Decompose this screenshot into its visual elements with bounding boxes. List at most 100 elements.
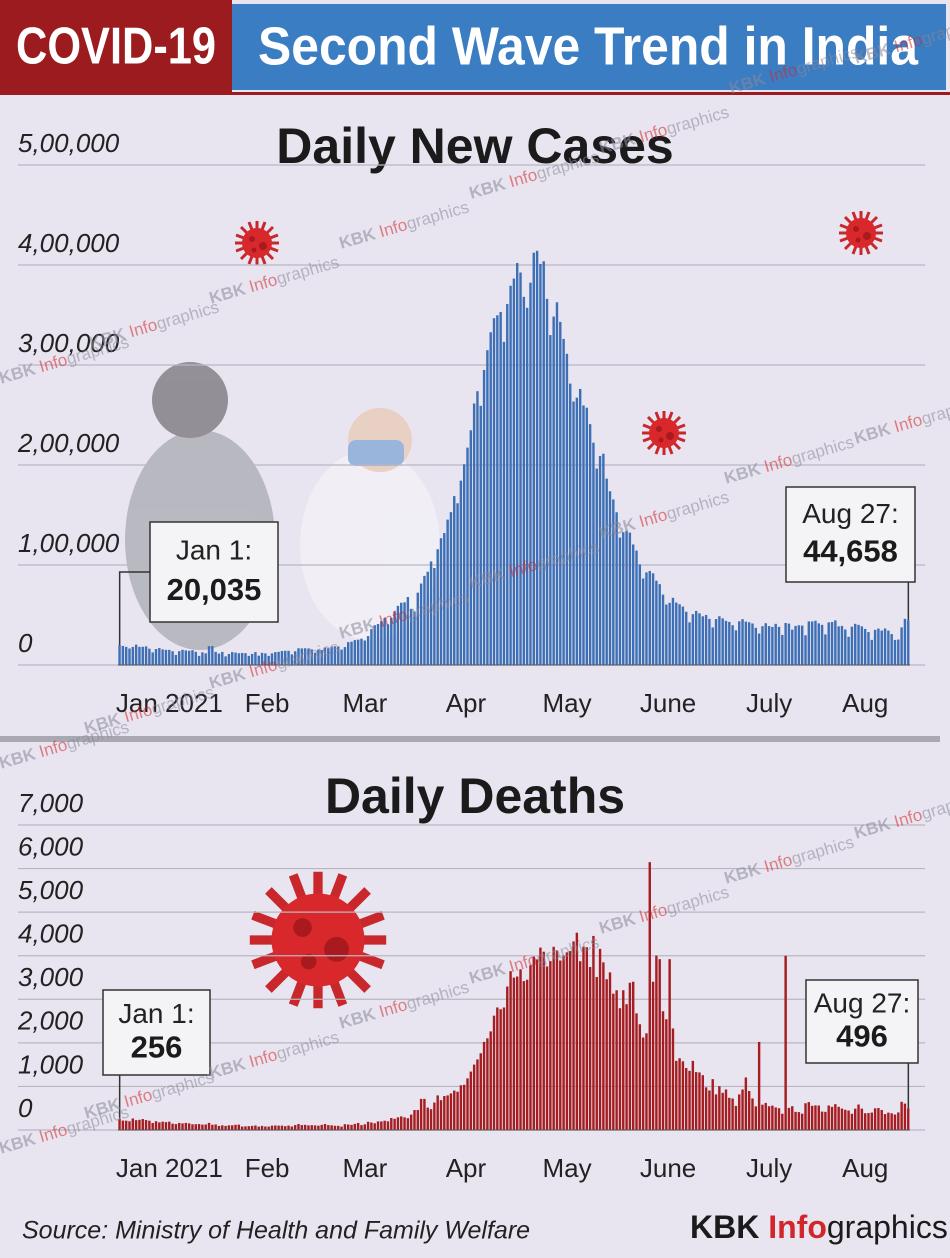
bar (207, 646, 211, 665)
bar (240, 1126, 244, 1130)
bar (284, 1126, 287, 1130)
bar (542, 951, 545, 1130)
callout-date: Jan 1: (118, 998, 194, 1029)
bar (757, 1041, 761, 1130)
bar (509, 285, 512, 665)
bar (459, 480, 463, 665)
bar (204, 653, 207, 665)
bar (519, 969, 522, 1130)
bar (340, 1126, 343, 1130)
bar (694, 1072, 698, 1130)
bar (863, 1113, 867, 1130)
bar (519, 272, 522, 665)
x-tick-label: July (746, 688, 792, 718)
bar (777, 626, 781, 665)
bar (214, 1124, 217, 1130)
bar (340, 649, 343, 665)
bar (701, 616, 704, 665)
bar (224, 1125, 227, 1130)
bar (807, 621, 811, 665)
bar (744, 621, 748, 665)
bar (443, 533, 446, 665)
bar (310, 649, 313, 665)
bar (264, 653, 267, 665)
bar (383, 618, 386, 665)
bar (234, 1124, 237, 1130)
bar (559, 321, 562, 665)
bar (628, 982, 632, 1130)
bar (641, 578, 645, 665)
bar (459, 1085, 463, 1130)
chart-title: Daily Deaths (325, 768, 625, 824)
bar (128, 1121, 131, 1130)
brand-part: KBK (690, 1209, 768, 1245)
bar (366, 636, 370, 665)
bar (724, 620, 728, 665)
bar (217, 653, 221, 665)
bar (370, 1122, 373, 1130)
bar (605, 478, 608, 665)
bar (449, 512, 453, 665)
bar (486, 350, 489, 665)
bar (897, 1112, 900, 1130)
bar (555, 302, 559, 665)
bar (810, 1105, 814, 1130)
bar (671, 1028, 675, 1130)
x-tick-label: May (542, 688, 591, 718)
bar (834, 1104, 837, 1130)
bar (840, 1108, 844, 1130)
bar (396, 1117, 400, 1130)
bar (535, 959, 539, 1130)
bar (121, 1120, 125, 1130)
brand: KBK Infographics (690, 1209, 948, 1245)
bar (237, 1124, 241, 1130)
bar (688, 622, 691, 665)
bar (860, 1108, 864, 1130)
bar (456, 503, 459, 665)
source: Source: Ministry of Health and Family We… (22, 1217, 530, 1245)
bar (429, 561, 433, 665)
bar (496, 315, 499, 665)
chart: Daily New Cases01,00,0002,00,0003,00,000… (17, 118, 925, 718)
bar (837, 1106, 840, 1130)
bar (456, 1091, 459, 1130)
bar (151, 652, 154, 665)
bar (380, 621, 383, 665)
bar (847, 636, 850, 665)
bar (320, 650, 323, 665)
bar (648, 862, 651, 1130)
callout-date: Aug 27: (814, 987, 911, 1018)
bar (297, 648, 300, 665)
bar (211, 1124, 214, 1130)
bar (764, 1102, 767, 1130)
bar (181, 1123, 184, 1130)
bar (257, 1126, 260, 1130)
bar (525, 979, 529, 1130)
bar (741, 619, 744, 665)
bar (575, 932, 579, 1130)
bar (403, 602, 406, 665)
bar (356, 639, 360, 665)
bar (877, 628, 880, 665)
bar (439, 1100, 443, 1130)
bar (645, 572, 648, 665)
bar (665, 1019, 668, 1130)
separator (0, 736, 940, 742)
bar (356, 1122, 360, 1130)
bar (260, 652, 264, 665)
bar (439, 538, 443, 665)
bar (665, 604, 668, 665)
bar (204, 1124, 207, 1130)
bar (250, 1125, 254, 1130)
bar (552, 946, 555, 1130)
bar (572, 401, 575, 665)
bar (287, 650, 290, 665)
bar (270, 1125, 274, 1130)
bar (648, 570, 651, 665)
bar (781, 1113, 784, 1130)
bar (161, 1121, 164, 1130)
bar (317, 649, 320, 665)
bar (900, 1101, 903, 1130)
bar (728, 1097, 731, 1130)
bar (595, 468, 598, 665)
